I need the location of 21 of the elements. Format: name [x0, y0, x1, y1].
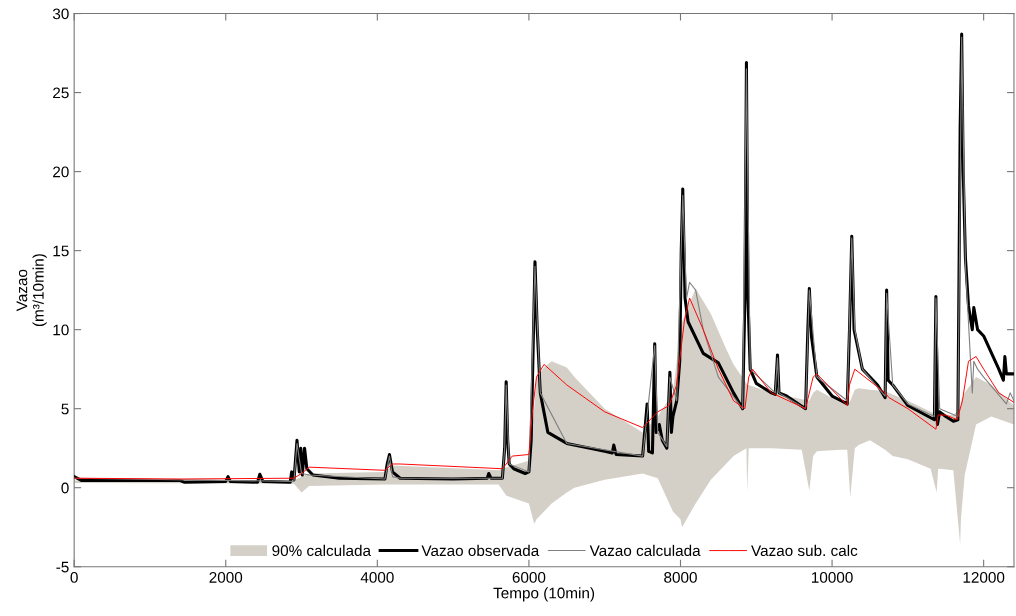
y-tick-label: 15 [53, 245, 69, 257]
legend-label: Vazao observada [421, 544, 540, 557]
y-tick-label: 25 [53, 87, 69, 99]
x-tick-label: 6000 [512, 571, 546, 583]
x-tick-label: 10000 [812, 571, 853, 583]
x-axis-title: Tempo (10min) [493, 587, 595, 602]
legend-label: Vazao sub. calc [751, 544, 858, 557]
x-tick-label: 0 [70, 571, 78, 583]
x-tick-label: 4000 [360, 571, 394, 583]
y-tick-label: 10 [53, 324, 69, 336]
y-tick-label: -5 [56, 561, 69, 573]
y-axis-title: Vazao (m³/10min) [16, 254, 47, 327]
y-tick-label: 20 [53, 166, 69, 178]
x-tick-label: 2000 [209, 571, 243, 583]
y-tick-label: 0 [61, 482, 69, 494]
legend-label: 90% calculada [272, 544, 372, 557]
y-tick-label: 5 [61, 403, 69, 415]
x-tick-label: 8000 [664, 571, 697, 583]
y-tick-label: 30 [52, 8, 69, 20]
legend-label: Vazao calculada [589, 544, 701, 557]
x-tick-label: 12000 [963, 571, 1005, 583]
